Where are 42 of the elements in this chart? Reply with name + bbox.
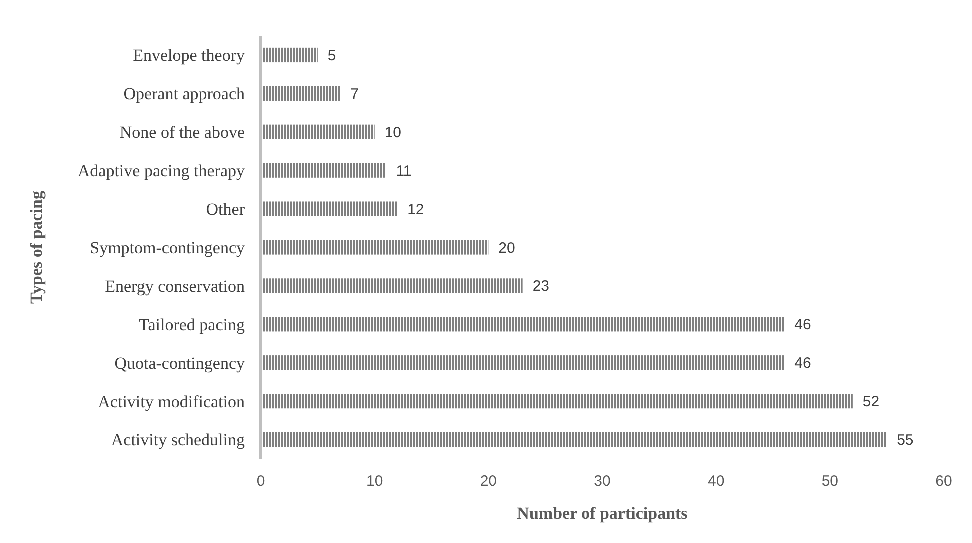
data-label: 5 [328,47,336,64]
bar [261,394,853,409]
bar [261,278,523,294]
bar [261,356,785,370]
x-tick-label: 40 [708,473,725,490]
y-tick-label: Adaptive pacing therapy [78,162,246,181]
y-tick-label: Envelope theory [133,46,246,66]
bar [261,163,386,178]
data-label: 7 [350,86,360,103]
bar [261,48,318,63]
bar [261,86,341,101]
data-label: 46 [794,355,812,372]
x-tick-label: 50 [822,473,839,490]
y-tick-label: Operant approach [124,84,246,104]
y-tick-label: Activity modification [98,392,246,412]
data-label: 10 [384,124,402,142]
x-tick-label: 30 [594,473,611,490]
data-label: 55 [897,432,914,450]
bar [261,202,398,216]
y-tick-label: Energy conservation [105,276,246,296]
x-tick-label: 60 [936,473,952,490]
bar [261,240,489,255]
y-tick-label: Symptom-contingency [90,238,246,258]
y-tick-label: Other [206,200,246,219]
data-label: 46 [794,316,812,334]
y-tick-label: Activity scheduling [111,430,246,450]
y-tick-label: None of the above [120,123,245,142]
x-tick-label: 0 [256,473,266,490]
data-label: 52 [862,394,880,411]
bar [261,317,785,332]
data-label: 23 [532,278,550,296]
bar [261,124,375,140]
x-tick-label: 20 [480,473,498,490]
data-label: 12 [408,201,424,218]
data-label: 20 [498,240,516,257]
y-tick-label: Quota-contingency [114,354,246,373]
y-axis-title: Types of pacing [27,190,46,304]
x-tick-label: 10 [366,473,384,490]
x-axis-title: Number of participants [517,504,688,523]
y-tick-label: Tailored pacing [139,315,246,334]
data-label: 11 [396,162,412,180]
bar [261,432,888,448]
